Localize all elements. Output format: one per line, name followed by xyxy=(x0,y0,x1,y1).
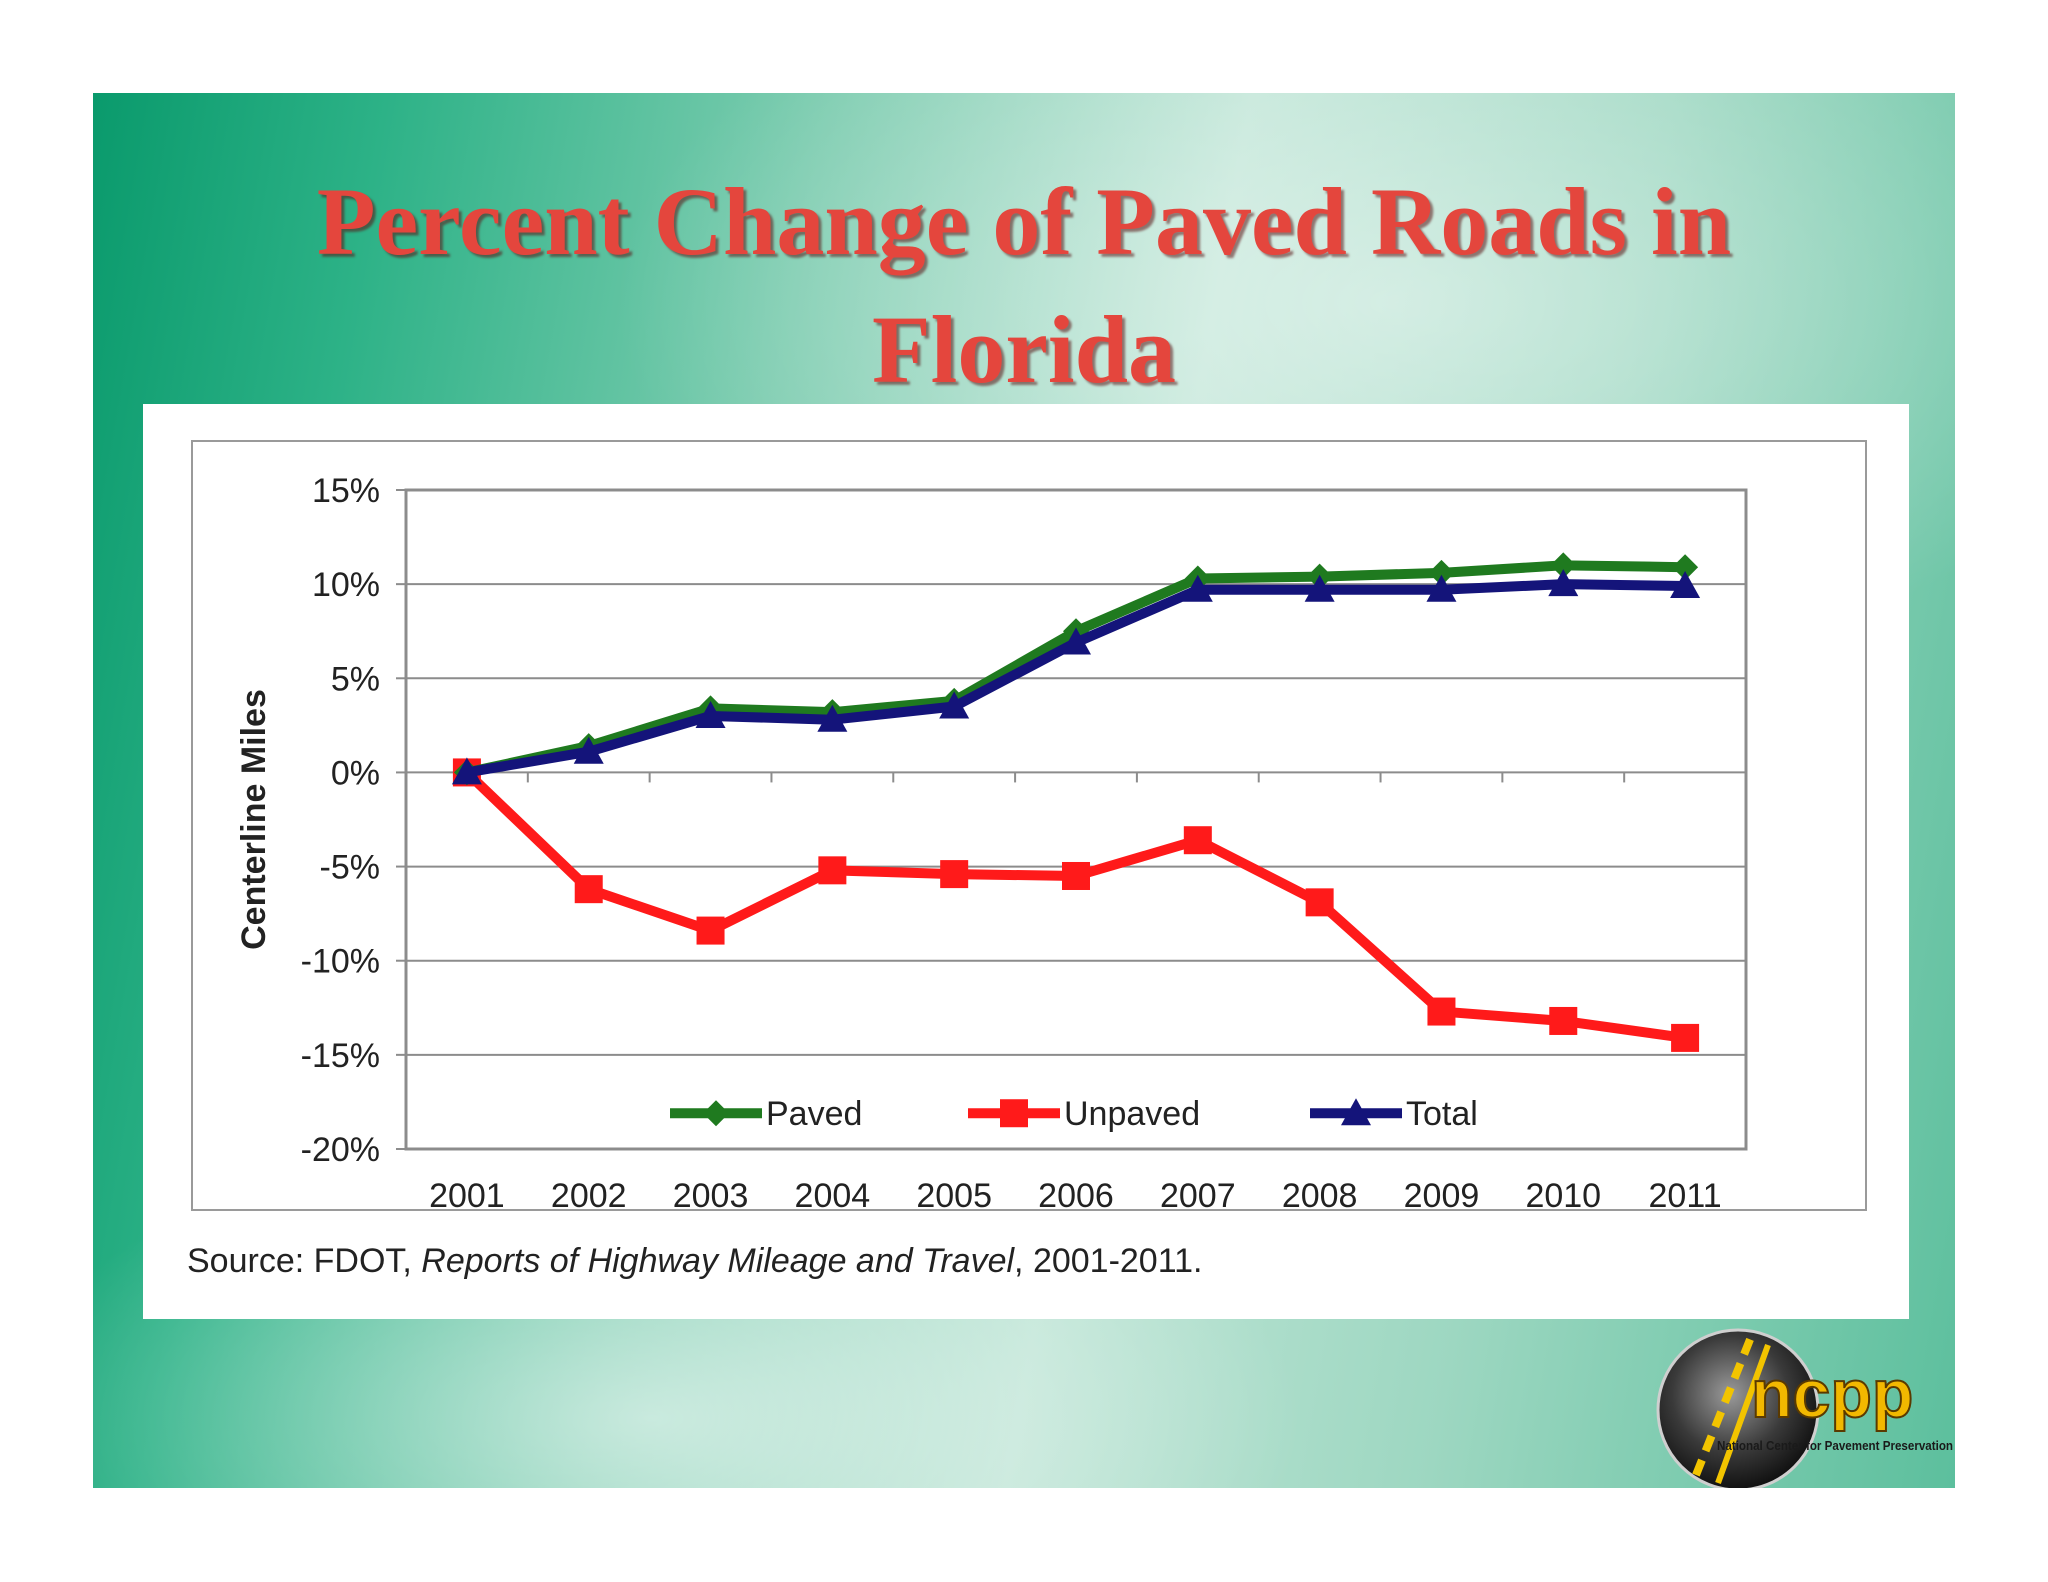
series-group xyxy=(451,552,1701,1052)
series-unpaved xyxy=(452,758,1700,1052)
legend-marker xyxy=(1341,1098,1371,1126)
logo-text: ncpp xyxy=(1751,1356,1913,1432)
total-point xyxy=(817,704,848,732)
plot-area-border xyxy=(404,488,1748,1151)
x-tick-label: 2007 xyxy=(1160,1177,1236,1209)
gridlines xyxy=(406,583,1746,1056)
total-point xyxy=(1548,569,1579,597)
title-line-1: Percent Change of Paved Roads in xyxy=(316,168,1732,275)
total-point xyxy=(1670,571,1701,599)
source-suffix: , 2001-2011. xyxy=(1014,1242,1203,1280)
x-tick-label: 2011 xyxy=(1649,1177,1722,1209)
unpaved-point xyxy=(1671,1023,1700,1052)
total-point xyxy=(451,757,482,785)
unpaved-point xyxy=(696,916,725,945)
slide-background: Percent Change of Paved Roads in Florida… xyxy=(93,93,1955,1488)
unpaved-point xyxy=(1427,997,1456,1026)
unpaved-point xyxy=(1549,1006,1578,1035)
x-tick-label: 2001 xyxy=(429,1177,505,1209)
unpaved-point xyxy=(940,860,969,889)
unpaved-point xyxy=(818,856,847,885)
unpaved-line xyxy=(463,768,1686,1043)
x-tick-label: 2004 xyxy=(795,1177,871,1209)
x-tick-label: 2006 xyxy=(1038,1177,1114,1209)
total-point xyxy=(1182,574,1213,602)
x-tick-label: 2003 xyxy=(673,1177,749,1209)
total-point xyxy=(695,700,726,728)
x-axis-ticks: 2001 2002 2003 2004 2005 2006 2007 2008 2009 2010… xyxy=(405,772,1747,1215)
y-axis-label: Centerline Miles xyxy=(235,689,273,950)
series-total xyxy=(451,569,1701,785)
y-tick-label: -20% xyxy=(301,1131,380,1169)
y-tick-label: 10% xyxy=(312,566,380,604)
source-title: Reports of Highway Mileage and Travel xyxy=(421,1242,1015,1280)
x-tick-label: 2010 xyxy=(1525,1177,1601,1209)
unpaved-point xyxy=(574,875,603,904)
legend-label: Unpaved xyxy=(1064,1095,1200,1133)
paved-point xyxy=(1672,554,1699,581)
paved-point xyxy=(1550,552,1577,579)
legend-item-paved: Paved xyxy=(670,1095,862,1133)
total-point xyxy=(939,691,970,719)
y-tick-label: -15% xyxy=(301,1037,380,1075)
legend-item-unpaved: Unpaved xyxy=(968,1095,1200,1133)
x-tick-label: 2008 xyxy=(1282,1177,1358,1209)
paved-line xyxy=(465,560,1686,778)
unpaved-point xyxy=(1305,888,1334,917)
legend-label: Paved xyxy=(766,1095,862,1133)
paved-point xyxy=(1428,559,1455,586)
title-line-2: Florida xyxy=(872,296,1176,403)
y-axis-ticks: 15% 10% 5% 0% -5% -10% -15% -20% xyxy=(301,472,406,1169)
chart-frame: 15% 10% 5% 0% -5% -10% -15% -20% 2001 2002 2003 20… xyxy=(191,440,1867,1215)
legend-marker xyxy=(703,1100,729,1127)
line-chart: 15%10%5%0%-5%-10%-15%-20% 2001 2002 2003 20… xyxy=(235,472,1748,1215)
total-point xyxy=(1426,574,1457,602)
ncpp-logo: ncpp National Center for Pavement Preser… xyxy=(1656,1328,1953,1488)
x-tick-label: 2009 xyxy=(1404,1177,1480,1209)
legend-item-total: Total xyxy=(1310,1095,1478,1133)
source-prefix: Source: FDOT, xyxy=(187,1242,422,1280)
y-tick-label: -10% xyxy=(301,943,380,981)
y-tick-label: 15% xyxy=(312,472,380,510)
legend-marker xyxy=(1000,1099,1028,1128)
total-point xyxy=(1061,627,1091,655)
chart-panel: 15% 10% 5% 0% -5% -10% -15% -20% 2001 2002 2003 20… xyxy=(143,404,1909,1319)
x-tick-label: 2005 xyxy=(916,1177,992,1209)
total-point xyxy=(573,736,604,764)
legend-label: Total xyxy=(1406,1095,1478,1133)
chart-legend: Paved Unpaved Total xyxy=(670,1095,1478,1133)
slide-title: Percent Change of Paved Roads in Florida xyxy=(93,158,1955,414)
unpaved-point xyxy=(1062,861,1090,890)
logo-subtitle: National Center for Pavement Preservatio… xyxy=(1717,1439,1953,1453)
source-note: Source: FDOT, Reports of Highway Mileage… xyxy=(187,1242,1202,1281)
y-tick-label: 0% xyxy=(331,754,380,792)
total-point xyxy=(1304,574,1335,602)
x-tick-label: 2002 xyxy=(551,1177,627,1209)
y-tick-label: 5% xyxy=(331,660,380,698)
unpaved-point xyxy=(1183,826,1212,855)
y-tick-label: -5% xyxy=(320,849,380,887)
